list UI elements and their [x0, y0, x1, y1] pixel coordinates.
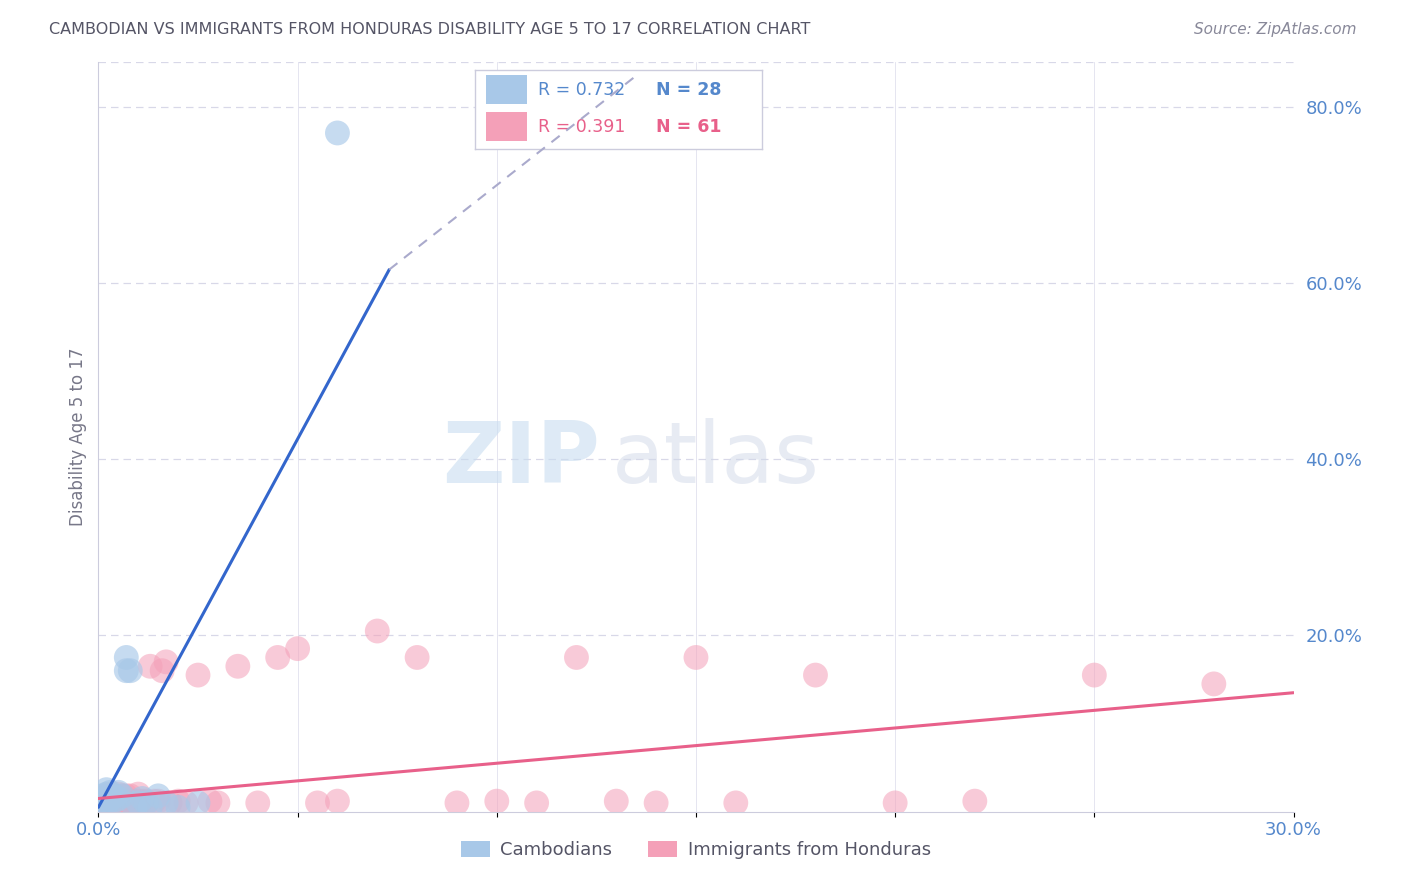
Point — [287, 641, 309, 656]
Point — [111, 789, 134, 803]
Point — [98, 787, 122, 801]
Point — [167, 794, 190, 808]
Point — [127, 794, 149, 808]
Point — [91, 800, 114, 814]
Point — [155, 796, 177, 810]
Point — [96, 782, 118, 797]
Point — [120, 797, 142, 812]
Point — [115, 664, 138, 678]
Point — [120, 794, 142, 808]
Point — [645, 796, 668, 810]
Point — [124, 800, 146, 814]
Text: Source: ZipAtlas.com: Source: ZipAtlas.com — [1194, 22, 1357, 37]
Y-axis label: Disability Age 5 to 17: Disability Age 5 to 17 — [69, 348, 87, 526]
Point — [724, 796, 747, 810]
Point — [605, 794, 627, 808]
Point — [103, 789, 125, 803]
Point — [98, 797, 122, 812]
Point — [267, 650, 290, 665]
Point — [91, 789, 114, 803]
Point — [91, 794, 114, 808]
Point — [96, 791, 118, 805]
Point — [124, 794, 146, 808]
Point — [120, 664, 142, 678]
Point — [148, 794, 170, 808]
Point — [139, 659, 162, 673]
Point — [98, 796, 122, 810]
Point — [91, 797, 114, 812]
Point — [685, 650, 707, 665]
Point — [326, 794, 349, 808]
Point — [187, 796, 209, 810]
Point — [485, 794, 508, 808]
Point — [131, 794, 153, 808]
Point — [1202, 677, 1225, 691]
Point — [135, 796, 157, 810]
Point — [115, 796, 138, 810]
Point — [103, 794, 125, 808]
Point — [135, 794, 157, 808]
Point — [103, 789, 125, 803]
Point — [963, 794, 986, 808]
Point — [326, 126, 349, 140]
Point — [804, 668, 827, 682]
Point — [446, 796, 468, 810]
Point — [131, 791, 153, 805]
Point — [127, 787, 149, 801]
Point — [111, 796, 134, 810]
Point — [103, 796, 125, 810]
Point — [98, 791, 122, 805]
Text: CAMBODIAN VS IMMIGRANTS FROM HONDURAS DISABILITY AGE 5 TO 17 CORRELATION CHART: CAMBODIAN VS IMMIGRANTS FROM HONDURAS DI… — [49, 22, 811, 37]
Legend: Cambodians, Immigrants from Honduras: Cambodians, Immigrants from Honduras — [453, 834, 939, 866]
Point — [127, 797, 149, 812]
Point — [155, 655, 177, 669]
Point — [159, 796, 181, 810]
Point — [565, 650, 588, 665]
Point — [143, 794, 166, 808]
Point — [98, 794, 122, 808]
Point — [115, 789, 138, 803]
Point — [107, 785, 129, 799]
Point — [111, 789, 134, 803]
Point — [96, 796, 118, 810]
Point — [167, 800, 190, 814]
Point — [127, 796, 149, 810]
Point — [198, 794, 221, 808]
Point — [884, 796, 907, 810]
Point — [526, 796, 548, 810]
Point — [366, 624, 388, 638]
Point — [150, 664, 173, 678]
Point — [96, 787, 118, 801]
Point — [174, 796, 197, 810]
Point — [91, 791, 114, 805]
Point — [107, 794, 129, 808]
Point — [1083, 668, 1105, 682]
Point — [187, 668, 209, 682]
Point — [98, 785, 122, 799]
Point — [207, 796, 229, 810]
Text: ZIP: ZIP — [443, 418, 600, 501]
Point — [226, 659, 249, 673]
Point — [120, 789, 142, 803]
Point — [307, 796, 329, 810]
Point — [107, 787, 129, 801]
Point — [96, 797, 118, 812]
Point — [111, 797, 134, 812]
Point — [246, 796, 269, 810]
Point — [103, 796, 125, 810]
Point — [148, 789, 170, 803]
Point — [139, 800, 162, 814]
Point — [406, 650, 429, 665]
Point — [135, 796, 157, 810]
Point — [96, 789, 118, 803]
Point — [115, 794, 138, 808]
Point — [115, 650, 138, 665]
Point — [107, 797, 129, 812]
Point — [107, 791, 129, 805]
Text: atlas: atlas — [613, 418, 820, 501]
